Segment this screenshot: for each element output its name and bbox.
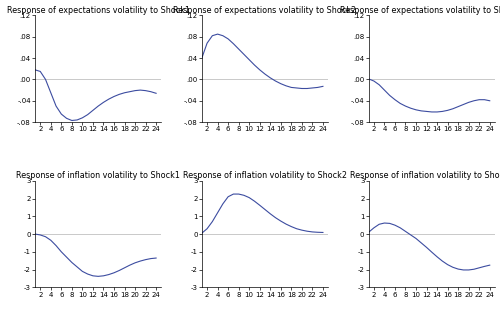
Title: Response of expectations volatility to Shock3: Response of expectations volatility to S… [340, 6, 500, 15]
Title: Response of inflation volatility to Shock1: Response of inflation volatility to Shoc… [16, 171, 180, 180]
Title: Response of inflation volatility to Shock2: Response of inflation volatility to Shoc… [183, 171, 347, 180]
Title: Response of inflation volatility to Shock3: Response of inflation volatility to Shoc… [350, 171, 500, 180]
Title: Response of expectations volatility to Shock1: Response of expectations volatility to S… [6, 6, 190, 15]
Title: Response of expectations volatility to Shock2: Response of expectations volatility to S… [174, 6, 356, 15]
